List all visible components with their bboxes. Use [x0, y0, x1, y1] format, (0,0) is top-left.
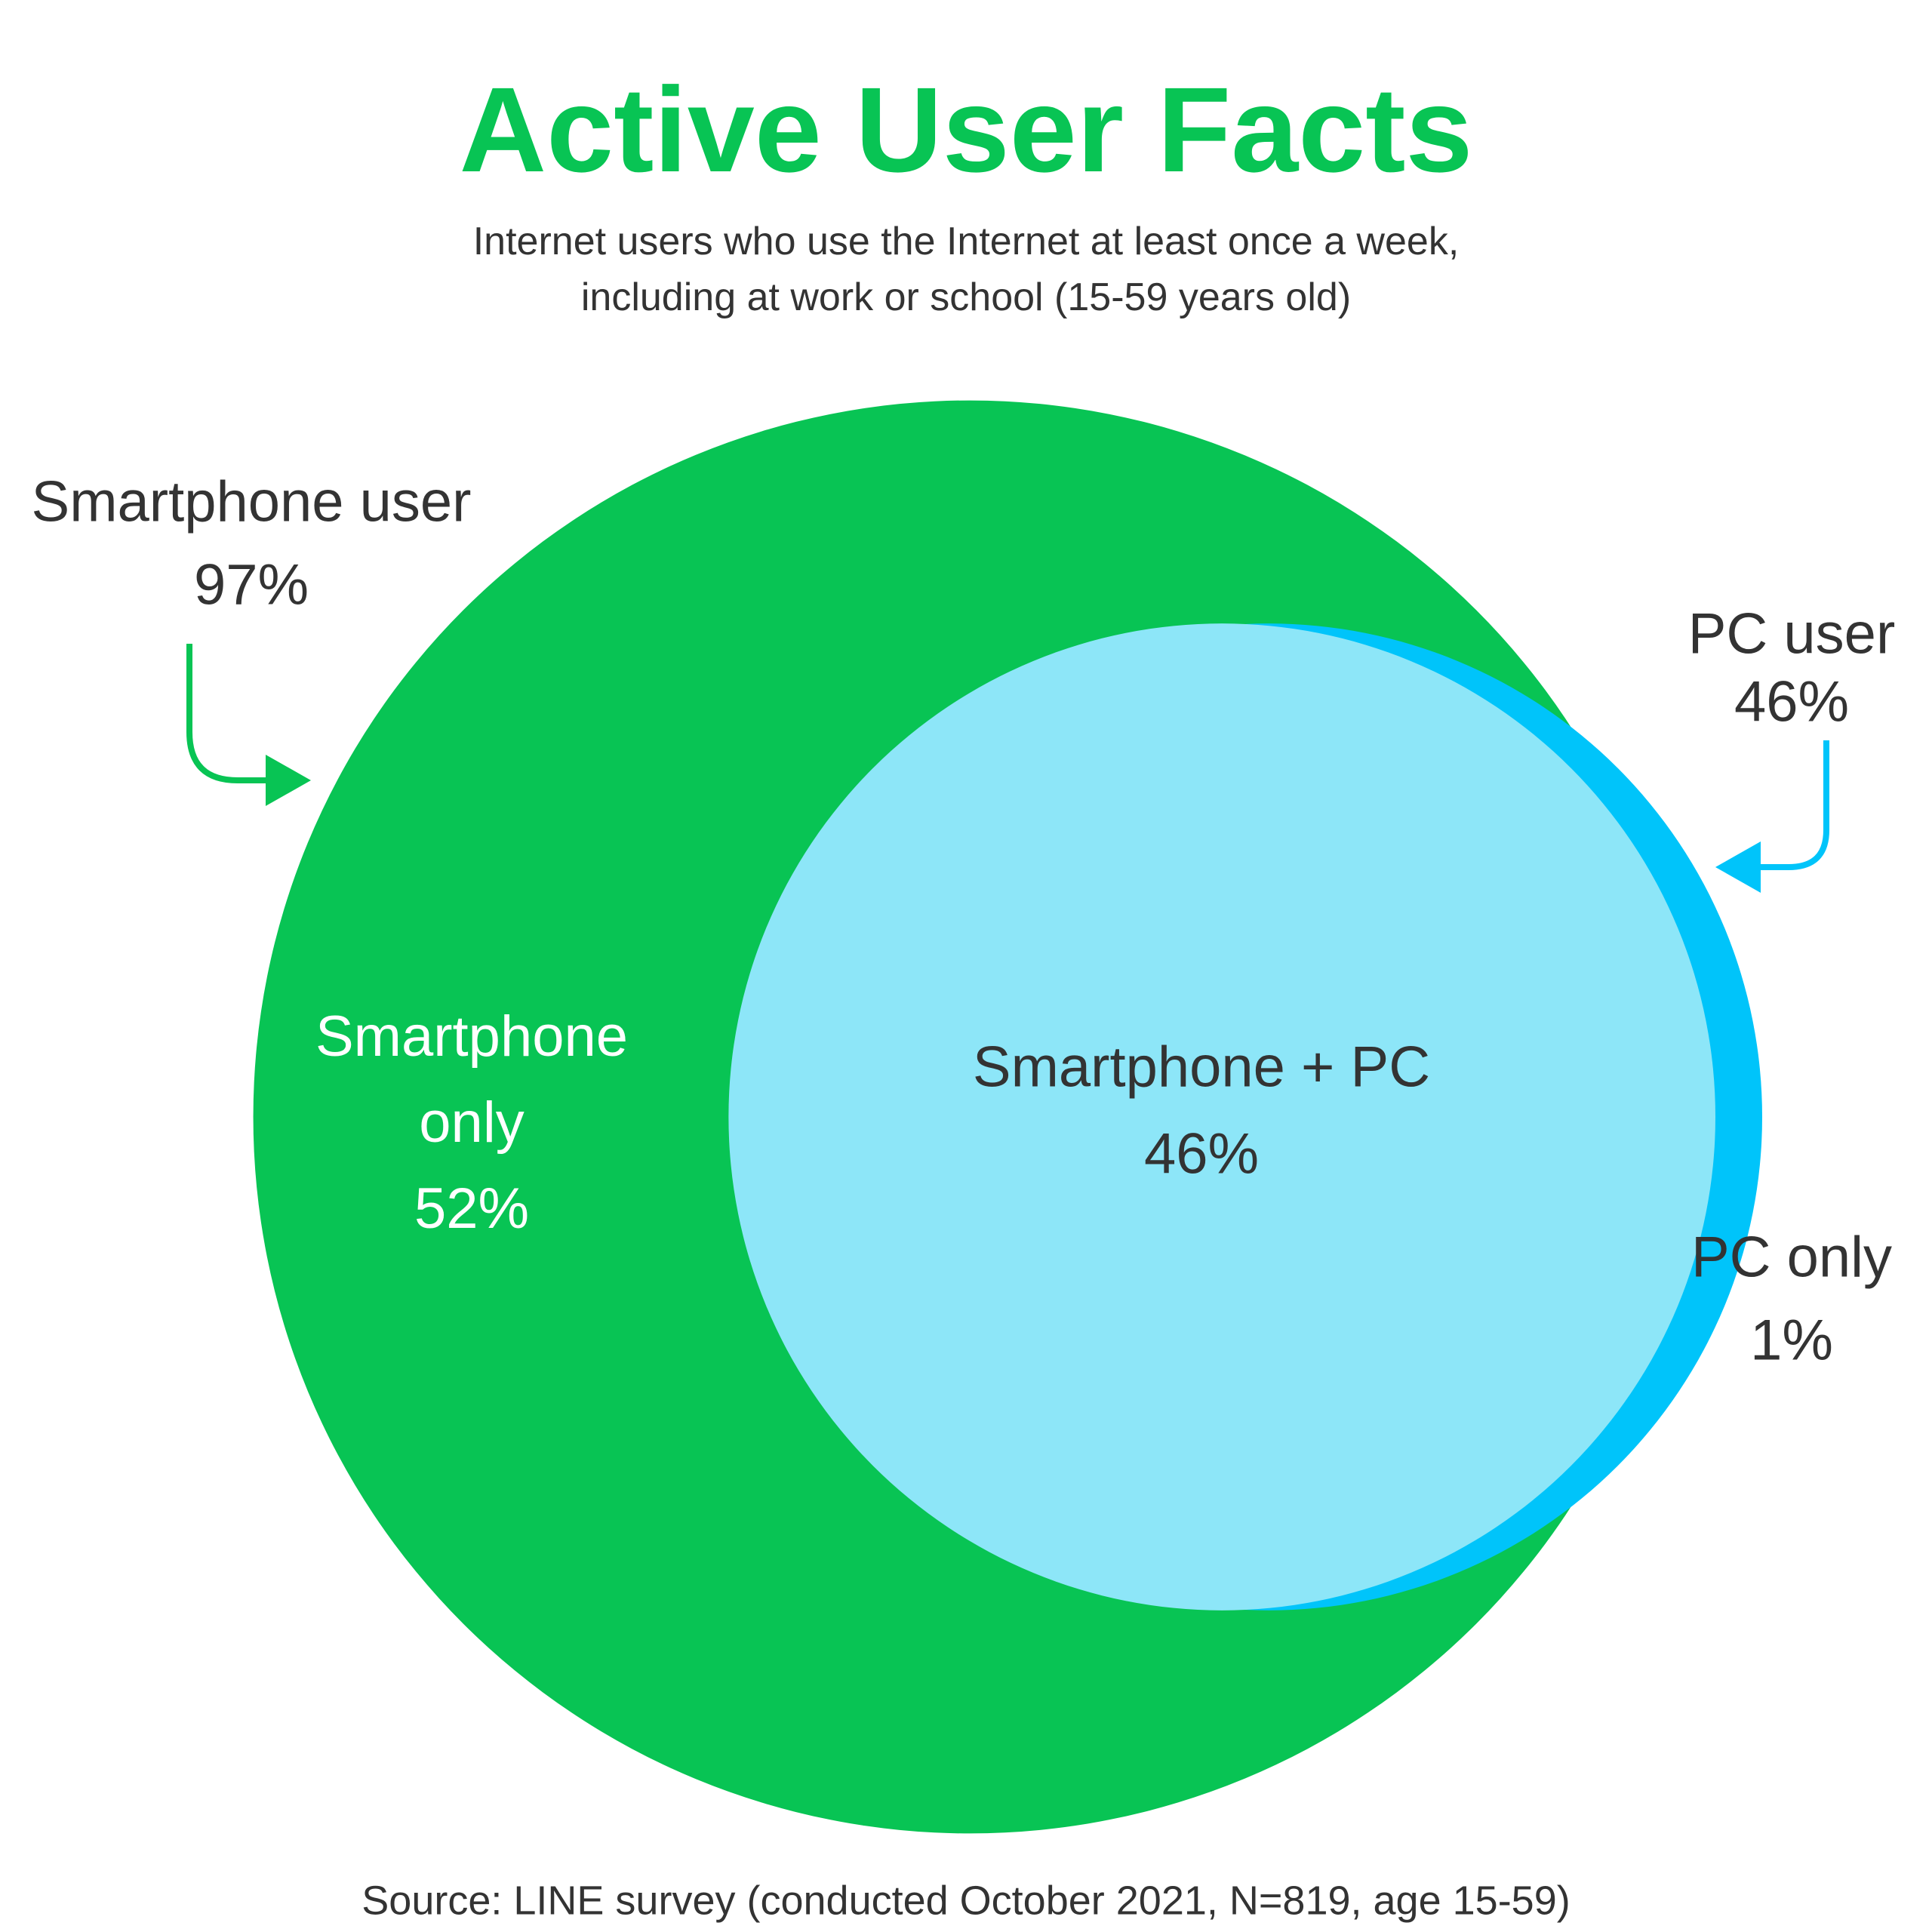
- source: Source: LINE survey (conducted October 2…: [361, 1878, 1571, 1924]
- region-label: PC only: [1690, 1225, 1893, 1290]
- region-value: 52%: [414, 1177, 530, 1241]
- subtitle: Internet users who use the Internet at l…: [472, 220, 1460, 319]
- region-label-block: Smartphone only 52%: [291, 994, 653, 1252]
- set-label: Smartphone user: [31, 469, 472, 534]
- overlap-region: [728, 623, 1716, 1611]
- region-label: Smartphone + PC: [972, 1035, 1431, 1100]
- arrow-head: [1715, 841, 1761, 893]
- region-label: Smartphone only: [315, 1004, 629, 1155]
- title: Active User Facts: [459, 62, 1473, 197]
- set-value: 46%: [1734, 669, 1850, 734]
- set-label: PC user: [1687, 601, 1896, 666]
- arrow: [1758, 740, 1829, 870]
- region-value: 1%: [1750, 1308, 1833, 1373]
- arrow-head: [266, 755, 311, 806]
- arrow: [186, 644, 268, 783]
- set-value: 97%: [193, 552, 309, 617]
- region-value: 46%: [1143, 1121, 1260, 1186]
